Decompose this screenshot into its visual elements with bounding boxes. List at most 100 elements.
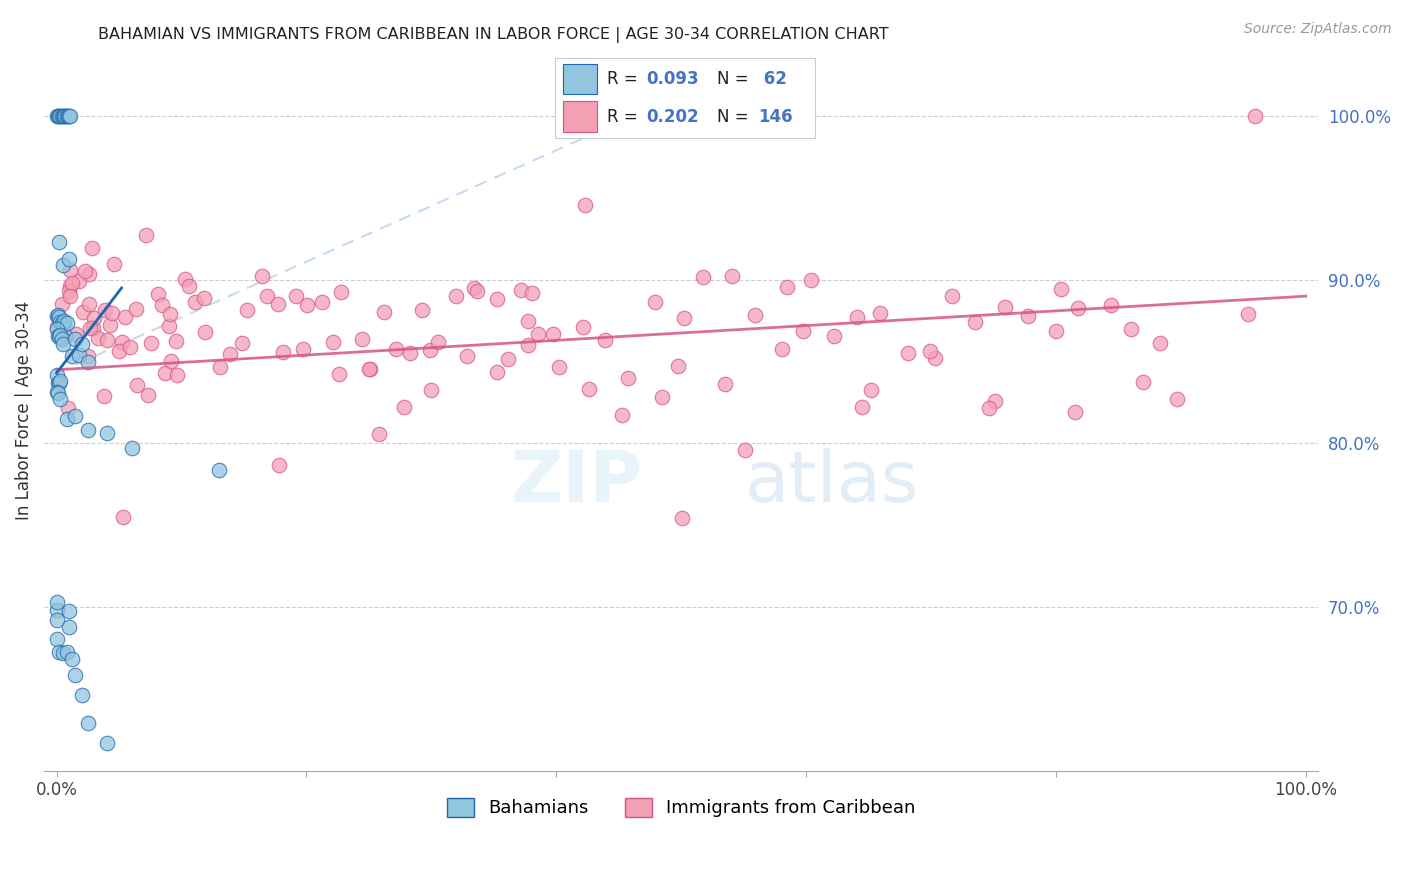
Point (135, 228, 157, 243)
Point (96, 334, 118, 348)
Point (994, 301, 1017, 315)
Point (165, 334, 187, 348)
Point (1045, 325, 1067, 339)
Point (617, 371, 640, 385)
Point (58, 619, 80, 633)
Point (1166, 392, 1188, 406)
Point (56, 401, 79, 416)
Point (59, 279, 82, 293)
Point (1064, 405, 1087, 419)
Point (96, 425, 118, 440)
Point (486, 292, 509, 306)
Point (59, 109, 82, 123)
Point (465, 284, 488, 298)
Point (411, 302, 433, 317)
Point (510, 283, 533, 297)
FancyBboxPatch shape (564, 63, 598, 95)
Point (267, 297, 290, 311)
Point (59, 262, 82, 277)
Point (359, 362, 381, 376)
Point (941, 289, 963, 303)
Point (350, 332, 373, 346)
Point (671, 511, 693, 525)
Point (58, 604, 80, 618)
Point (218, 347, 240, 361)
Point (153, 366, 176, 380)
Point (146, 287, 169, 301)
Point (79, 267, 101, 281)
Point (520, 286, 543, 301)
Point (845, 310, 868, 324)
Point (45, 632, 67, 646)
Point (46, 385, 69, 400)
Point (859, 383, 882, 397)
Point (578, 383, 600, 397)
Point (93, 389, 115, 403)
Point (420, 384, 443, 398)
Point (55, 316, 77, 330)
Point (58, 285, 80, 299)
Point (46, 109, 69, 123)
Point (965, 315, 987, 329)
Text: R =: R = (607, 108, 644, 126)
Point (368, 426, 391, 441)
Text: BAHAMIAN VS IMMIGRANTS FROM CARIBBEAN IN LABOR FORCE | AGE 30-34 CORRELATION CHA: BAHAMIAN VS IMMIGRANTS FROM CARIBBEAN IN… (98, 27, 889, 43)
Point (398, 345, 420, 359)
Point (150, 298, 173, 312)
Point (49, 374, 72, 388)
Point (53, 109, 76, 123)
Point (110, 334, 132, 349)
Point (166, 368, 188, 382)
Point (256, 289, 278, 303)
Point (1099, 298, 1122, 312)
Point (173, 271, 195, 285)
Point (193, 291, 215, 305)
Point (49, 392, 72, 407)
Point (52, 109, 75, 123)
Point (141, 335, 163, 350)
Point (612, 408, 634, 422)
Point (49, 328, 72, 343)
Point (311, 294, 333, 309)
Point (720, 268, 742, 283)
Point (112, 510, 135, 524)
Point (1149, 335, 1171, 350)
Point (51, 316, 73, 330)
Point (55, 109, 77, 123)
Point (48, 235, 70, 250)
Point (714, 377, 737, 392)
Point (48, 310, 70, 324)
Point (58, 109, 80, 123)
Point (55, 412, 77, 426)
FancyBboxPatch shape (564, 102, 598, 132)
Point (82, 320, 104, 334)
Point (1237, 307, 1260, 321)
Point (668, 359, 690, 373)
Point (924, 351, 946, 365)
Point (48, 330, 70, 344)
Point (496, 352, 519, 367)
Point (76, 355, 98, 369)
Point (136, 388, 159, 402)
Point (851, 400, 873, 414)
Point (76, 716, 98, 731)
Point (76, 424, 98, 438)
Point (48, 376, 70, 390)
Point (297, 298, 319, 312)
Point (322, 334, 344, 349)
Y-axis label: In Labor Force | Age 30-34: In Labor Force | Age 30-34 (15, 301, 32, 520)
Point (56, 109, 79, 123)
Point (776, 280, 799, 294)
Point (292, 342, 315, 356)
Point (373, 305, 395, 319)
Point (444, 289, 467, 303)
Point (184, 295, 207, 310)
Point (823, 329, 845, 343)
Point (236, 302, 259, 317)
Point (53, 109, 76, 123)
Point (1049, 282, 1071, 296)
Point (121, 442, 143, 456)
Point (1067, 301, 1090, 315)
Point (103, 257, 125, 271)
Point (194, 325, 217, 339)
